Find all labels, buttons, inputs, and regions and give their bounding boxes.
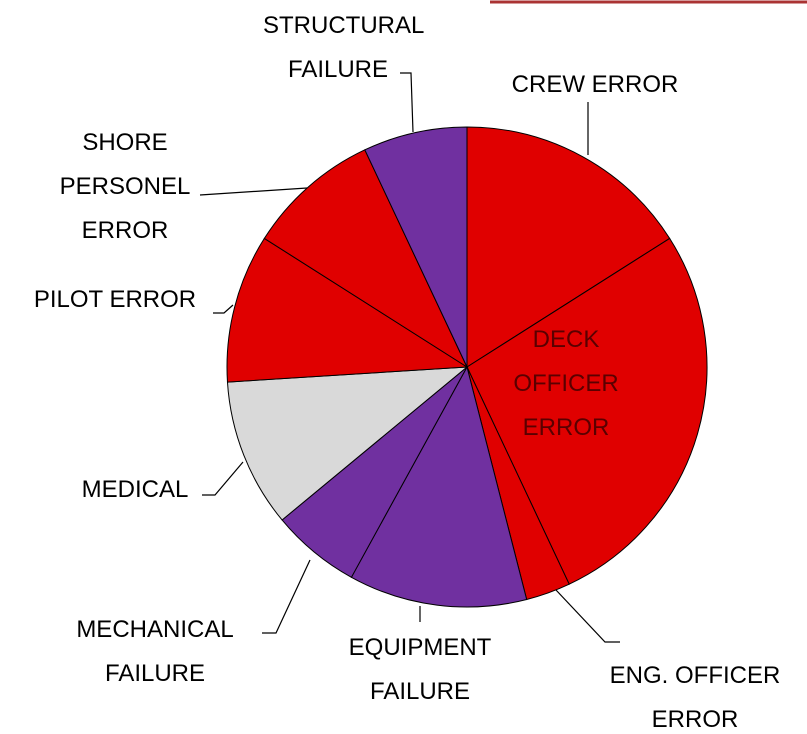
slice-label: SHORE PERSONEL ERROR	[59, 129, 191, 244]
pie-slice	[364, 126, 468, 368]
slice-label: MEDICAL	[81, 476, 189, 503]
leader-line	[555, 589, 620, 643]
leader-line	[202, 461, 244, 496]
pie-slice	[226, 237, 469, 383]
leader-line	[199, 187, 308, 196]
pie-slice	[350, 365, 528, 608]
slice-label: DECK OFFICER ERROR	[513, 326, 619, 441]
leader-line	[262, 559, 311, 634]
pie-slice	[226, 366, 469, 521]
slice-label: PILOT ERROR	[33, 286, 197, 313]
pie-slice	[466, 126, 671, 368]
slice-label: EQUIPMENT FAILURE	[348, 634, 492, 705]
slice-label: STRUCTURAL FAILURE	[263, 12, 425, 83]
slice-label: MECHANICAL FAILURE	[76, 616, 234, 687]
slices	[226, 126, 708, 608]
leader-line	[400, 72, 414, 133]
slice-label: ENG. OFFICER ERROR	[609, 662, 781, 733]
leader-lines	[199, 72, 620, 643]
pie-slice	[263, 149, 469, 369]
slice-label: CREW ERROR	[511, 71, 679, 98]
leader-line	[213, 304, 234, 314]
pie-slice	[466, 237, 708, 585]
